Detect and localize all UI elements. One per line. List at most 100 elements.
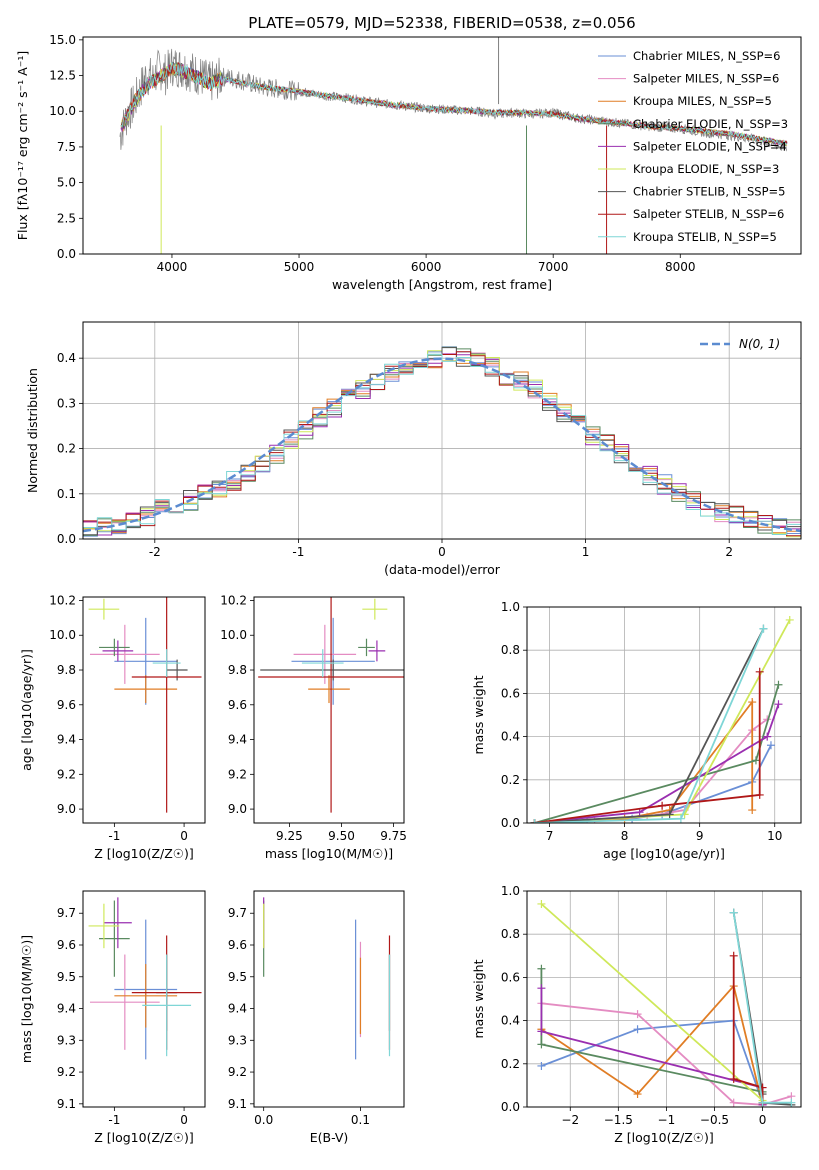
massweight-vs-metallicity-panel: −2 −1.5 −1 −0.5 0 0.0 0.2 0.4 0.6 0.8 1.0 Z [log10(… (471, 884, 802, 1145)
massweight-series-line (541, 1019, 764, 1105)
y-tick-label: 9.4 (57, 733, 76, 747)
legend-label: Kroupa STELIB, N_SSP=5 (633, 230, 777, 244)
y-tick-label: 9.0 (228, 802, 247, 816)
massweight-marker (785, 615, 794, 624)
x-tick-label: 2 (725, 545, 733, 559)
axes-frame (526, 606, 802, 824)
x-axis-label: Z [log10(Z/Z☉)] (614, 1130, 714, 1145)
y-tick-label: 9.7 (228, 906, 247, 920)
histogram-plot-area (83, 346, 801, 538)
residual-histogram-panel: -2 -1 0 1 2 0.0 0.1 0.2 0.3 0.4 (data-model)/error… (25, 321, 802, 577)
massweight-marker (676, 814, 685, 823)
massweight-marker (537, 1027, 546, 1036)
x-tick-label: 9.25 (276, 829, 303, 843)
massweight-marker (755, 790, 764, 799)
axes-frame (82, 890, 206, 1108)
x-tick-label: 8000 (665, 260, 696, 274)
legend-label: Kroupa MILES, N_SSP=5 (633, 94, 772, 108)
massweight-series-line (534, 628, 765, 823)
x-tick-label: -2 (149, 545, 161, 559)
legend-label: Salpeter STELIB, N_SSP=6 (633, 207, 784, 221)
massweight-marker (759, 624, 768, 633)
x-tick-label: −1 (658, 1113, 676, 1127)
y-tick-label: 0.0 (501, 816, 520, 830)
normal-distribution-curve (83, 357, 801, 533)
model-spectrum-line (120, 61, 788, 146)
y-tick-label: 7.5 (57, 140, 76, 154)
y-tick-label: 9.5 (57, 970, 76, 984)
massweight-marker (537, 1040, 546, 1049)
y-tick-label: 9.6 (228, 938, 247, 952)
massweight-marker (758, 1098, 767, 1107)
x-tick-label: 6000 (411, 260, 442, 274)
axes-frame (253, 890, 405, 1108)
x-tick-label: 0 (438, 545, 446, 559)
massweight-marker (633, 1025, 642, 1034)
y-axis-label: age [log10(age/yr)] (19, 649, 34, 771)
legend-label: Chabrier MILES, N_SSP=6 (633, 49, 780, 63)
x-tick-label: −0.5 (700, 1113, 729, 1127)
massweight-marker (729, 951, 738, 960)
x-tick-label: 0 (180, 1113, 188, 1127)
massweight-marker (751, 756, 760, 765)
scatter-plot-area (258, 597, 404, 813)
y-tick-label: 0.6 (501, 686, 520, 700)
y-tick-label: 15.0 (49, 33, 76, 47)
x-axis-label: mass [log10(M/M☉)] (265, 846, 393, 861)
y-tick-label: 9.4 (57, 1002, 76, 1016)
x-tick-label: -1 (108, 1113, 120, 1127)
y-tick-label: 9.8 (228, 663, 247, 677)
y-axis-label: mass [log10(M/M☉)] (19, 935, 34, 1063)
x-axis-label: (data-model)/error (384, 562, 501, 577)
x-tick-label: 9.50 (328, 829, 355, 843)
mass-vs-extinction-panel: 0.0 0.1 9.1 9.2 9.3 9.4 9.5 9.6 9.7 E(B-V) (228, 890, 405, 1145)
massweight-marker (665, 810, 674, 819)
mass-vs-metallicity-panel: -1 0 9.1 9.2 9.3 9.4 9.5 9.6 9.7 Z [log10(Z/Z☉)] m… (19, 890, 206, 1145)
massweight-marker (729, 908, 738, 917)
residual-histogram-step (83, 347, 801, 536)
y-tick-label: 9.8 (57, 663, 76, 677)
y-tick-label: 9.1 (228, 1097, 247, 1111)
massweight-marker (729, 1098, 738, 1107)
y-tick-label: 9.3 (228, 1033, 247, 1047)
y-axis-label: mass weight (471, 675, 486, 754)
y-tick-label: 5.0 (57, 176, 76, 190)
x-tick-label: -1 (108, 829, 120, 843)
y-tick-label: 9.4 (228, 1002, 247, 1016)
y-tick-label: 0.2 (501, 1057, 520, 1071)
y-tick-label: 9.6 (57, 698, 76, 712)
massweight-marker (537, 1061, 546, 1070)
scatter-plot-area (88, 897, 202, 1060)
x-tick-label: 0 (180, 829, 188, 843)
massweight-series-line (540, 968, 763, 1093)
y-tick-label: 0.4 (57, 351, 76, 365)
x-tick-label: 7000 (538, 260, 569, 274)
massweight-series-line (534, 671, 761, 823)
age-vs-metallicity-panel: -1 0 9.0 9.2 9.4 9.6 9.8 10.0 10.2 Z [log10(Z/Z☉)… (19, 593, 206, 861)
massweight-marker (763, 732, 772, 741)
figure-title: PLATE=0579, MJD=52338, FIBERID=0538, z=0… (248, 14, 635, 32)
x-tick-label: 0.0 (254, 1113, 273, 1127)
massweight-marker (537, 984, 546, 993)
massweight-plot-area (530, 615, 794, 823)
y-tick-label: 9.6 (57, 938, 76, 952)
x-tick-label: 10 (767, 829, 782, 843)
massweight-marker (748, 806, 757, 815)
y-tick-label: 10.2 (220, 593, 247, 607)
scatter-plot-area (88, 597, 202, 813)
y-tick-label: 10.0 (220, 628, 247, 642)
x-tick-label: −2 (561, 1113, 579, 1127)
y-tick-label: 0.1 (57, 487, 76, 501)
legend-label: Chabrier ELODIE, N_SSP=3 (633, 117, 788, 131)
legend-label: Kroupa ELODIE, N_SSP=3 (633, 162, 779, 176)
y-tick-label: 2.5 (57, 211, 76, 225)
scatter-plot-area (263, 897, 391, 1060)
y-tick-label: 9.7 (57, 906, 76, 920)
y-tick-label: 10.0 (49, 104, 76, 118)
x-tick-label: 8 (621, 829, 629, 843)
y-tick-label: 12.5 (49, 69, 76, 83)
age-vs-mass-panel: 9.25 9.50 9.75 9.0 9.2 9.4 9.6 9.8 10.0 10.2 mass … (220, 593, 407, 861)
y-tick-label: 9.1 (57, 1097, 76, 1111)
massweight-marker (633, 1090, 642, 1099)
residual-histogram-step (83, 353, 801, 535)
